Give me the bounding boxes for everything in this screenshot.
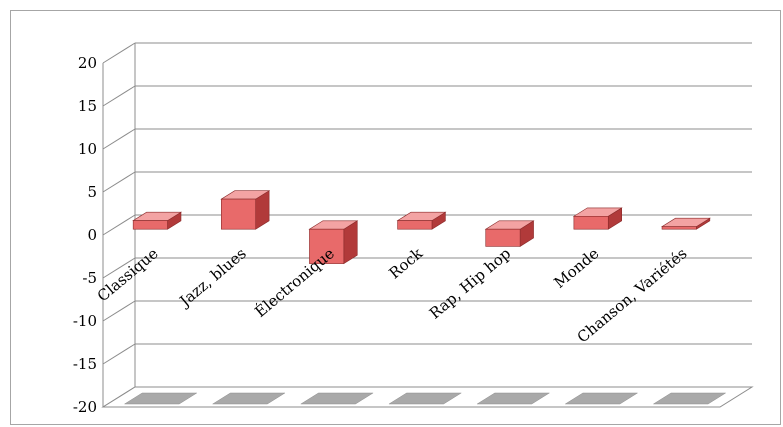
bar bbox=[572, 207, 623, 230]
floor-tile bbox=[652, 392, 727, 405]
gridline bbox=[102, 85, 752, 107]
bar-front bbox=[573, 216, 609, 230]
floor-tile bbox=[211, 392, 286, 405]
gridline-depth bbox=[102, 42, 136, 64]
category-label: Monde bbox=[551, 244, 603, 292]
category-label: Rap, Hip hop bbox=[426, 244, 514, 322]
bar-front bbox=[397, 220, 433, 230]
bar bbox=[132, 211, 183, 230]
gridline-depth bbox=[102, 257, 136, 279]
gridline-depth bbox=[102, 214, 136, 236]
y-tick-label: 20 bbox=[78, 54, 97, 72]
y-axis: 20 15 10 5 0 -5 -10 -15 -20 bbox=[73, 54, 104, 416]
bar-front bbox=[661, 226, 697, 230]
gridline bbox=[102, 343, 752, 365]
category-label: Rock bbox=[386, 244, 427, 283]
gridline-depth bbox=[102, 171, 136, 193]
bar bbox=[220, 190, 271, 230]
category-label: Électronique bbox=[251, 244, 338, 321]
floor-tile bbox=[299, 392, 374, 405]
gridline bbox=[102, 171, 752, 193]
y-tick-label: -20 bbox=[73, 398, 97, 416]
y-tick-label: 5 bbox=[87, 183, 97, 201]
gridline-depth bbox=[102, 300, 136, 322]
bar-front bbox=[309, 228, 345, 264]
gridline bbox=[102, 128, 752, 150]
gridline bbox=[102, 42, 752, 64]
bar bbox=[396, 211, 447, 230]
gridline-depth bbox=[102, 343, 136, 365]
gridline-depth bbox=[102, 128, 136, 150]
floor-tile bbox=[388, 392, 463, 405]
y-tick-label: -10 bbox=[73, 312, 97, 330]
y-tick-label: 15 bbox=[78, 97, 97, 115]
y-tick-label: -15 bbox=[73, 355, 97, 373]
bar-front bbox=[485, 228, 521, 247]
bar-front bbox=[132, 220, 168, 230]
gridline-depth bbox=[102, 85, 136, 107]
category-label: Classique bbox=[94, 244, 162, 305]
y-tick-label: -5 bbox=[82, 269, 97, 287]
y-tick-label: 0 bbox=[87, 226, 97, 244]
y-tick-label: 10 bbox=[78, 140, 97, 158]
floor-tile bbox=[476, 392, 551, 405]
floor-tile bbox=[123, 392, 198, 405]
gridline bbox=[102, 257, 752, 279]
category-labels: Classique Jazz, blues Électronique Rock Rap,… bbox=[94, 244, 691, 347]
bars bbox=[132, 190, 711, 265]
bar bbox=[660, 217, 711, 230]
gridline bbox=[102, 300, 752, 322]
bar-front bbox=[221, 198, 256, 230]
bar bbox=[484, 220, 535, 247]
chart-floor bbox=[101, 386, 754, 408]
floor-tile bbox=[564, 392, 639, 405]
bar bbox=[308, 220, 359, 265]
